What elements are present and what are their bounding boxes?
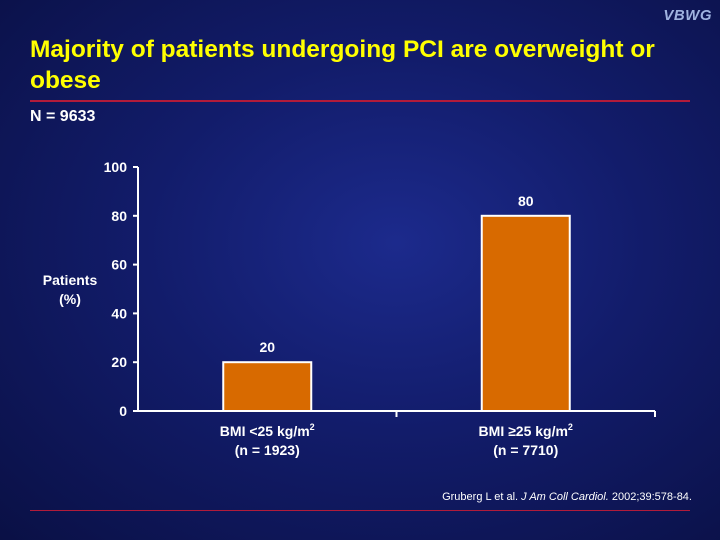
footer-divider — [30, 510, 690, 511]
y-tick-label: 0 — [119, 403, 127, 419]
y-tick-label: 100 — [104, 159, 128, 175]
citation-authors: Gruberg L et al. — [442, 491, 519, 503]
x-category-sublabel: (n = 7710) — [493, 442, 558, 458]
chart-axes — [137, 167, 656, 417]
x-category-label: BMI ≥25 kg/m2 — [479, 422, 573, 439]
bar — [480, 214, 571, 412]
y-axis-title-line1: Patients — [43, 272, 98, 288]
x-axis-labels: BMI <25 kg/m2 (n = 1923) BMI ≥25 kg/m2 (n =… — [220, 422, 573, 458]
citation-journal: J Am Coll Cardiol. — [521, 491, 609, 503]
bar-data-label: 20 — [259, 339, 275, 355]
y-axis-title: Patients (%) — [43, 272, 98, 307]
citation: Gruberg L et al. J Am Coll Cardiol. 2002… — [442, 491, 692, 503]
bar — [222, 361, 313, 413]
y-tick-label: 20 — [111, 354, 127, 370]
citation-details: 2002;39:578-84. — [611, 491, 692, 503]
bar-data-label: 80 — [518, 193, 534, 209]
y-tick-label: 80 — [111, 208, 127, 224]
title-divider — [30, 100, 690, 102]
x-category-label: BMI <25 kg/m2 — [220, 422, 315, 439]
sample-size-label: N = 9633 — [30, 108, 96, 125]
y-tick-label: 60 — [111, 257, 127, 273]
slide-title: Majority of patients undergoing PCI are … — [30, 36, 655, 94]
y-axis-title-line2: (%) — [59, 291, 81, 307]
brand-logo: VBWG — [663, 7, 712, 24]
x-category-sublabel: (n = 1923) — [235, 442, 300, 458]
y-tick-label: 40 — [111, 305, 127, 321]
y-axis-ticks: 0 20 40 60 80 100 — [104, 159, 138, 419]
